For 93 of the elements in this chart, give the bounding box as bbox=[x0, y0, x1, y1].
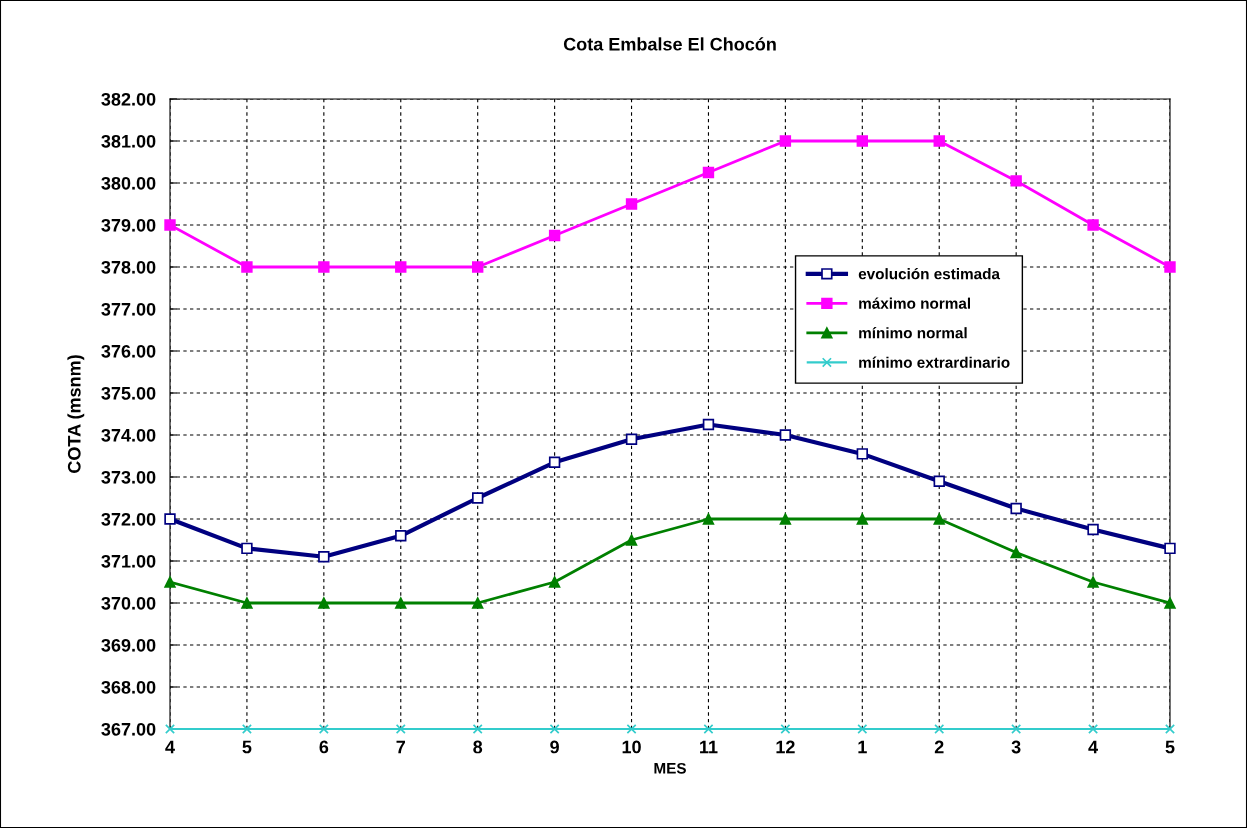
x-tick-label: 4 bbox=[165, 740, 175, 754]
x-tick-label: 1 bbox=[858, 740, 867, 754]
point bbox=[1087, 219, 1099, 231]
x-tick-label: 4 bbox=[1088, 740, 1098, 754]
point bbox=[318, 597, 330, 609]
legend-label: mínimo normal bbox=[859, 327, 967, 339]
point bbox=[1010, 546, 1022, 559]
point bbox=[703, 723, 714, 735]
point bbox=[164, 219, 176, 231]
point bbox=[395, 261, 407, 273]
legend-label: máximo normal bbox=[859, 297, 971, 309]
point bbox=[549, 723, 560, 735]
x-tick-label: 10 bbox=[622, 740, 641, 754]
point bbox=[933, 135, 945, 147]
y-axis-title: COTA (msnm) bbox=[67, 355, 85, 473]
point bbox=[1087, 523, 1099, 536]
point bbox=[241, 597, 253, 609]
point bbox=[241, 261, 253, 273]
point bbox=[625, 198, 638, 210]
point bbox=[934, 723, 945, 735]
point bbox=[625, 534, 638, 546]
y-tick-label: 379.00 bbox=[101, 218, 156, 232]
point bbox=[548, 576, 561, 588]
point bbox=[857, 723, 868, 735]
y-tick-label: 368.00 bbox=[101, 680, 156, 694]
point bbox=[395, 530, 407, 542]
point bbox=[395, 723, 406, 735]
point bbox=[164, 723, 176, 735]
point bbox=[779, 429, 792, 441]
y-tick-label: 372.00 bbox=[101, 512, 156, 526]
x-tick-label: 5 bbox=[1165, 740, 1175, 754]
legend-label: evolución estimada bbox=[858, 267, 1001, 280]
point bbox=[472, 723, 483, 735]
point bbox=[702, 513, 715, 525]
x-tick-label: 12 bbox=[776, 740, 795, 754]
point bbox=[1010, 502, 1022, 515]
point bbox=[780, 723, 791, 735]
point bbox=[856, 135, 869, 147]
point bbox=[626, 723, 637, 735]
point bbox=[471, 597, 484, 609]
y-tick-label: 374.00 bbox=[101, 428, 156, 442]
y-tick-label: 382.00 bbox=[101, 92, 156, 106]
point bbox=[318, 551, 330, 563]
y-tick-label: 369.00 bbox=[101, 638, 156, 652]
legend-label: mínimo extrardinario bbox=[859, 356, 1010, 368]
x-tick-label: 3 bbox=[1011, 740, 1021, 754]
point bbox=[856, 513, 869, 525]
point bbox=[702, 166, 715, 179]
point bbox=[1164, 597, 1176, 609]
x-tick-label: 2 bbox=[934, 740, 944, 754]
y-tick-label: 380.00 bbox=[101, 176, 156, 190]
y-tick-label: 378.00 bbox=[101, 260, 156, 274]
x-tick-label: 11 bbox=[700, 740, 718, 754]
x-axis-title: MES bbox=[654, 762, 686, 774]
point bbox=[318, 261, 330, 273]
x-tick-label: 5 bbox=[242, 740, 252, 754]
point bbox=[1087, 576, 1099, 588]
point bbox=[548, 456, 561, 468]
point bbox=[318, 723, 329, 735]
point bbox=[1011, 723, 1022, 735]
y-tick-label: 375.00 bbox=[101, 386, 156, 400]
point bbox=[395, 597, 407, 609]
y-tick-label: 367.00 bbox=[101, 722, 156, 736]
y-tick-label: 376.00 bbox=[101, 344, 156, 358]
point bbox=[779, 513, 792, 525]
point bbox=[933, 475, 945, 487]
point bbox=[625, 433, 638, 445]
point bbox=[1164, 542, 1176, 555]
point bbox=[164, 513, 176, 525]
chart-title: Cota Embalse El Chocón bbox=[563, 37, 776, 51]
x-tick-label: 7 bbox=[396, 740, 405, 754]
point bbox=[471, 492, 484, 504]
point bbox=[933, 513, 945, 525]
x-tick-label: 9 bbox=[550, 740, 559, 754]
x-tick-label: 8 bbox=[473, 740, 483, 754]
point bbox=[471, 261, 484, 273]
point bbox=[1164, 723, 1176, 735]
point bbox=[856, 448, 869, 460]
point bbox=[241, 542, 253, 555]
y-tick-label: 377.00 bbox=[101, 302, 156, 316]
y-tick-label: 371.00 bbox=[101, 554, 156, 568]
point bbox=[1010, 175, 1022, 187]
y-tick-label: 373.00 bbox=[101, 470, 156, 484]
y-tick-label: 370.00 bbox=[101, 596, 156, 610]
point bbox=[241, 723, 252, 735]
point bbox=[702, 418, 715, 431]
point bbox=[779, 135, 792, 147]
point bbox=[164, 576, 176, 588]
point bbox=[1164, 261, 1176, 273]
y-tick-label: 381.00 bbox=[101, 134, 156, 148]
point bbox=[548, 229, 561, 242]
x-tick-label: 6 bbox=[319, 740, 329, 754]
point bbox=[1088, 723, 1099, 735]
